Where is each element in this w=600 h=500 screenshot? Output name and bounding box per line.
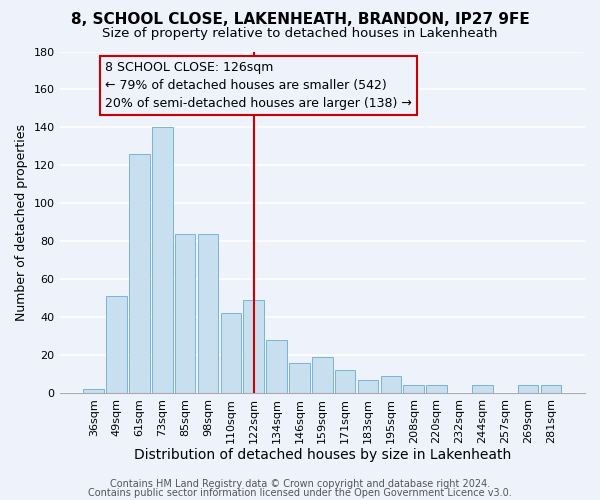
Bar xyxy=(152,128,173,393)
Bar xyxy=(198,234,218,393)
Bar xyxy=(541,386,561,393)
Y-axis label: Number of detached properties: Number of detached properties xyxy=(15,124,28,320)
Text: Contains public sector information licensed under the Open Government Licence v3: Contains public sector information licen… xyxy=(88,488,512,498)
Bar xyxy=(106,296,127,393)
Bar xyxy=(358,380,378,393)
Bar xyxy=(129,154,150,393)
Bar xyxy=(403,386,424,393)
Text: 8, SCHOOL CLOSE, LAKENHEATH, BRANDON, IP27 9FE: 8, SCHOOL CLOSE, LAKENHEATH, BRANDON, IP… xyxy=(71,12,529,28)
Bar xyxy=(312,357,332,393)
Bar xyxy=(472,386,493,393)
Bar xyxy=(266,340,287,393)
Bar xyxy=(244,300,264,393)
Text: Size of property relative to detached houses in Lakenheath: Size of property relative to detached ho… xyxy=(102,28,498,40)
Bar xyxy=(335,370,355,393)
Bar xyxy=(175,234,196,393)
Bar xyxy=(289,362,310,393)
X-axis label: Distribution of detached houses by size in Lakenheath: Distribution of detached houses by size … xyxy=(134,448,511,462)
Bar xyxy=(518,386,538,393)
Bar xyxy=(380,376,401,393)
Text: 8 SCHOOL CLOSE: 126sqm
← 79% of detached houses are smaller (542)
20% of semi-de: 8 SCHOOL CLOSE: 126sqm ← 79% of detached… xyxy=(105,61,412,110)
Bar xyxy=(221,314,241,393)
Bar xyxy=(83,389,104,393)
Text: Contains HM Land Registry data © Crown copyright and database right 2024.: Contains HM Land Registry data © Crown c… xyxy=(110,479,490,489)
Bar xyxy=(426,386,447,393)
